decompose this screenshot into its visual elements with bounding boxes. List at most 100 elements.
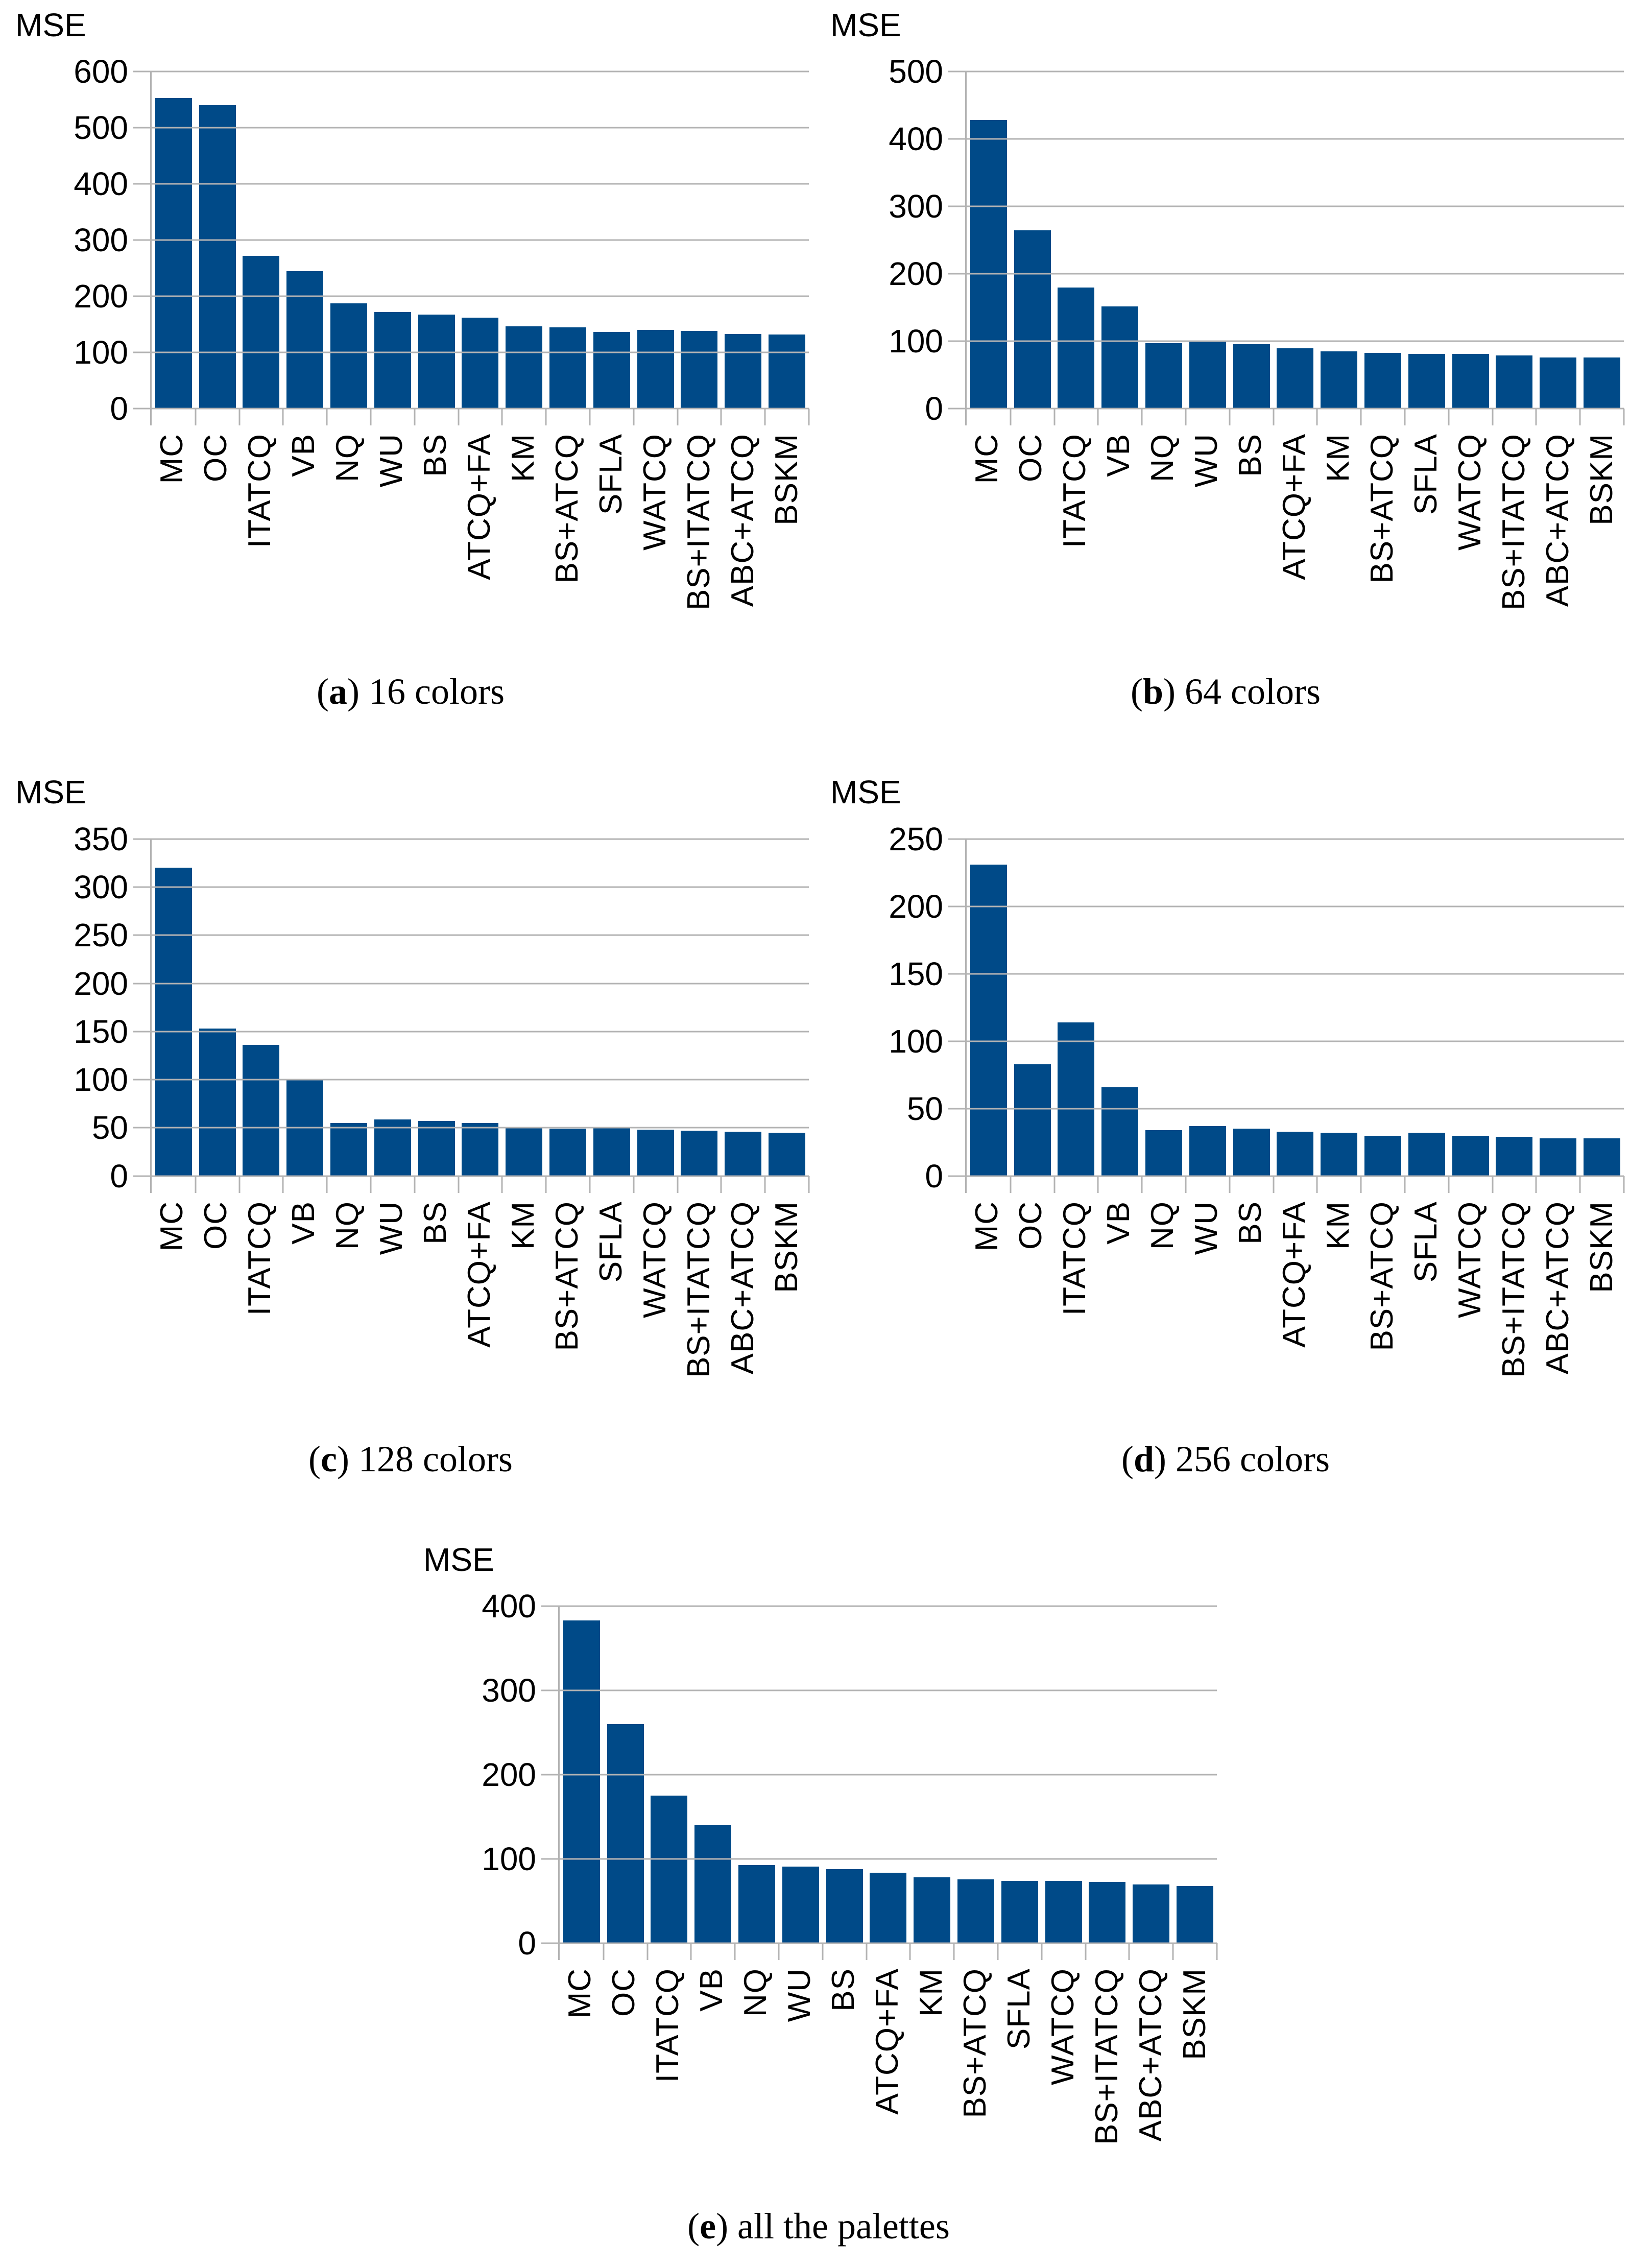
x-axis-label: BS+ITATCQ (681, 1201, 716, 1378)
plot-area: 0 100 200 300 400 500 600 (74, 55, 809, 425)
x-axis-label-slot: MC (965, 434, 1009, 663)
x-axis-tick (414, 409, 416, 426)
y-axis-tick-label: 100 (889, 323, 943, 360)
x-axis-label: NQ (330, 1201, 365, 1250)
x-axis-label: BS+ITATCQ (1089, 1968, 1124, 2145)
x-axis-tick (764, 409, 766, 426)
x-axis-label: ABC+ATCQ (725, 1201, 760, 1375)
x-axis-label: OC (1013, 1201, 1048, 1250)
x-axis-label-slot: WATCQ (633, 434, 677, 663)
x-axis-tick (646, 1943, 649, 1961)
x-axis-label: MC (562, 1968, 597, 2019)
gridline-y-50 (133, 1127, 809, 1129)
x-axis-ticks (150, 1176, 810, 1193)
x-axis-label: BS (418, 1201, 453, 1245)
bar-ITATCQ (243, 256, 280, 409)
bar-ITATCQ (1058, 287, 1095, 409)
x-axis-label: ABC+ATCQ (1540, 434, 1575, 607)
x-axis-tick (734, 1943, 736, 1961)
x-axis-label-slot: ITATCQ (238, 1201, 282, 1431)
x-axis-label: ATCQ+FA (1277, 434, 1312, 581)
x-axis-label: WATCQ (637, 434, 673, 551)
x-axis-label: NQ (330, 434, 365, 483)
x-axis-label: KM (1321, 1201, 1356, 1250)
bar-ITATCQ (1058, 1022, 1095, 1176)
y-axis-title: MSE (830, 7, 901, 43)
x-axis-tick (545, 409, 547, 426)
bar-KM (506, 1127, 543, 1176)
x-axis-label-slot: ATCQ+FA (458, 1201, 501, 1431)
x-axis-label-slot: SFLA (1404, 1201, 1448, 1431)
caption-paren: ( (687, 2206, 700, 2247)
x-axis-labels: MC OC ITATCQ VB NQ WU BS ATCQ+FA KM BS+ATCQ SFLA WA… (150, 1201, 809, 1431)
y-axis-tick-label: 400 (889, 121, 943, 158)
x-axis-label-slot: BS+ATCQ (545, 434, 589, 663)
bar-SFLA (1001, 1881, 1038, 1944)
bar-SFLA (593, 1127, 630, 1176)
x-axis-tick (1273, 1176, 1275, 1193)
y-axis-tick-label: 300 (889, 188, 943, 225)
bar-ATCQ+FA (462, 1123, 499, 1176)
x-axis-tick (370, 1176, 372, 1193)
x-axis-tick (1579, 409, 1581, 426)
x-axis-label: OC (198, 1201, 233, 1250)
x-axis-label-slot: VB (282, 434, 326, 663)
x-axis-label: VB (286, 1201, 321, 1245)
bar-OC (1014, 230, 1051, 409)
x-axis-tick (501, 1176, 503, 1193)
bar-NQ (330, 1123, 368, 1176)
x-axis-label-slot: BS (414, 1201, 458, 1431)
gridline-y-100 (948, 1040, 1624, 1042)
x-axis-tick (589, 1176, 591, 1193)
gridline-y-600 (133, 70, 809, 73)
x-axis-label-slot: BS+ITATCQ (1085, 1968, 1129, 2198)
charts-row-3: MSE 0 100 200 300 400 MC OC ITATCQ VB NQ WU BS ATCQ… (7, 1541, 1630, 2248)
y-axis-tick-label: 200 (889, 888, 943, 925)
x-axis-tick (866, 1943, 868, 1961)
x-axis-label-slot: MC (558, 1968, 602, 2198)
gridline-y-0 (541, 1942, 1217, 1944)
charts-row-1: MSE 0 100 200 300 400 500 600 MC OC ITATCQ VB NQ WU… (7, 7, 1630, 713)
bar-BS+ATCQ (549, 327, 587, 409)
x-axis-labels: MC OC ITATCQ VB NQ WU BS ATCQ+FA KM BS+ATCQ SFLA WA… (558, 1968, 1217, 2198)
caption-letter: e (700, 2206, 716, 2247)
y-axis-tick-label: 0 (518, 1925, 536, 1962)
bar-WU (782, 1867, 819, 1944)
bars-group (560, 1606, 1217, 1944)
x-axis-label: ATCQ+FA (870, 1968, 905, 2115)
x-axis-label-slot: SFLA (997, 1968, 1041, 2198)
x-axis-label: BS+ATCQ (1364, 1201, 1400, 1351)
bars-group (152, 839, 809, 1176)
x-axis-label: SFLA (593, 434, 629, 515)
x-axis-tick (1623, 409, 1625, 426)
x-axis-tick (1216, 1943, 1218, 1961)
x-axis-label: BS+ATCQ (549, 1201, 585, 1351)
x-axis-tick (1579, 1176, 1581, 1193)
x-axis-tick (808, 1176, 810, 1193)
caption-letter: d (1133, 1438, 1155, 1479)
gridline-y-250 (133, 934, 809, 936)
bar-ABC+ATCQ (1540, 357, 1577, 409)
gridline-y-300 (133, 239, 809, 241)
chart-a-16-colors: MSE 0 100 200 300 400 500 600 MC OC ITATCQ VB NQ WU… (7, 7, 814, 713)
gridline-y-100 (133, 351, 809, 353)
y-axis-title: MSE (15, 774, 86, 811)
caption-paren: ( (1131, 671, 1143, 712)
y-axis-tick-label: 600 (74, 53, 128, 90)
bar-BSKM (1584, 357, 1621, 409)
chart-d-256-colors: MSE 0 50 100 150 200 250 MC OC ITATCQ VB NQ WU BS AT… (822, 774, 1629, 1480)
x-axis-label-slot: BS (414, 434, 458, 663)
x-axis-label: WU (1189, 434, 1224, 488)
y-axis-tick-label: 300 (74, 222, 128, 259)
x-axis-label: MC (154, 1201, 189, 1252)
x-axis-label-slot: SFLA (1404, 434, 1448, 663)
x-axis-label: WU (374, 1201, 409, 1255)
x-axis-label-slot: OC (194, 1201, 238, 1431)
x-axis-label-slot: WU (1185, 434, 1229, 663)
x-axis-tick (195, 409, 197, 426)
x-axis-tick (501, 409, 503, 426)
gridline-y-200 (948, 905, 1624, 908)
x-axis-label-slot: SFLA (589, 434, 633, 663)
x-axis-label: KM (914, 1968, 949, 2017)
x-axis-tick (1141, 409, 1143, 426)
